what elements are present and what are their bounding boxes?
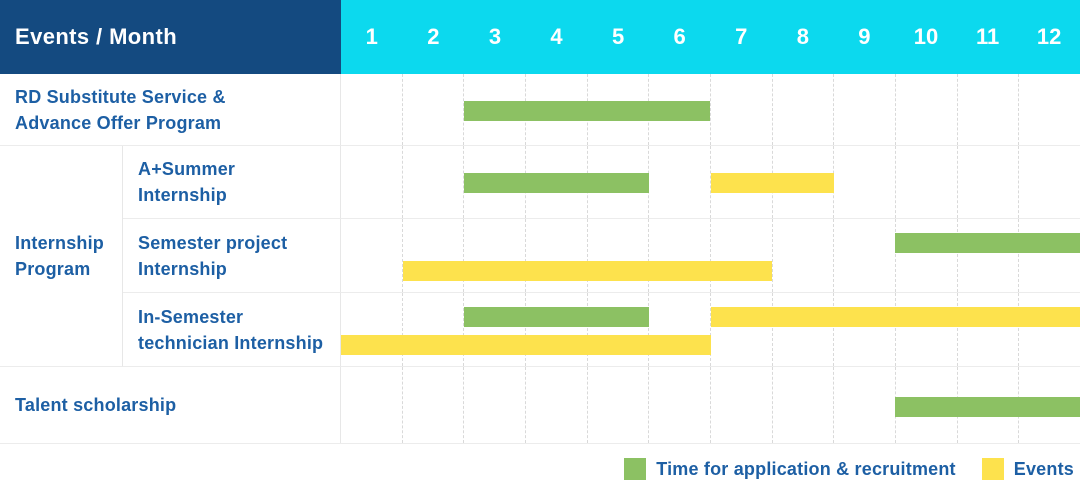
month-header-cell: 4 xyxy=(550,24,563,49)
month-header-cell: 11 xyxy=(975,24,1000,49)
month-grid-cell xyxy=(464,367,527,443)
month-grid-cell xyxy=(834,74,897,145)
month-grid-cell xyxy=(341,367,403,443)
timeline-row-in-semester-technician xyxy=(341,293,1080,367)
month-grid-cell xyxy=(896,219,958,292)
month-grid-cell xyxy=(896,146,958,218)
month-header-cell: 5 xyxy=(611,24,625,49)
month-grid-cell xyxy=(958,74,1020,145)
legend: Time for application & recruitment Event… xyxy=(598,457,1074,481)
month-grid-cell xyxy=(464,219,527,292)
month-grid-cell xyxy=(711,219,773,292)
timeline-row-rd-substitute xyxy=(341,74,1080,146)
month-grid-cell xyxy=(403,74,465,145)
month-grid-cell xyxy=(711,293,773,366)
month-grid-cell xyxy=(1019,146,1080,218)
legend-swatch-yellow-icon xyxy=(981,458,1004,480)
month-grid-cell xyxy=(773,367,835,443)
yellow-bar-months-2-7 xyxy=(402,260,773,281)
month-grid-cell xyxy=(711,367,773,443)
green-bar-months-3-6 xyxy=(464,100,711,121)
yellow-bar-months-7-8 xyxy=(710,173,834,194)
month-gridlines xyxy=(341,219,1080,292)
month-gridlines xyxy=(341,293,1080,366)
month-grid-cell xyxy=(1019,74,1080,145)
month-grid-cell xyxy=(958,146,1020,218)
timeline-row-semester-project xyxy=(341,219,1080,293)
month-grid-cell xyxy=(773,293,835,366)
timeline-row-a-plus-summer xyxy=(341,146,1080,219)
month-grid-cell xyxy=(834,293,897,366)
timeline-row-talent-scholarship xyxy=(341,367,1080,443)
month-grid-cell xyxy=(341,146,403,218)
month-header-cell: 6 xyxy=(673,24,686,49)
legend-label-events: Events xyxy=(1013,458,1074,479)
month-grid-cell xyxy=(526,367,588,443)
month-grid-cell xyxy=(649,367,712,443)
row-label-in-semester-technician: In-Semester technician Internship xyxy=(123,293,341,367)
month-header-cell: 3 xyxy=(488,24,502,49)
month-grid-cell xyxy=(403,367,465,443)
month-gridlines xyxy=(341,74,1080,145)
month-header-cell: 7 xyxy=(735,24,748,49)
month-header-cell: 1 xyxy=(365,24,378,49)
month-grid-cell xyxy=(588,367,650,443)
month-header-cell: 10 xyxy=(913,24,939,49)
corner-header-cell: Events / Month xyxy=(0,0,341,74)
month-grid-cell xyxy=(464,293,527,366)
month-grid-cell xyxy=(834,146,897,218)
group-label-internship-program: Internship Program xyxy=(0,146,123,367)
green-bar-months-10-12 xyxy=(895,232,1080,253)
yellow-bar-months-7-12 xyxy=(710,306,1080,327)
month-grid-cell xyxy=(958,219,1020,292)
month-grid-cell xyxy=(896,74,958,145)
month-header-cell: 9 xyxy=(858,24,871,49)
month-grid-cell xyxy=(341,293,403,366)
month-grid-cell xyxy=(341,74,403,145)
month-grid-cell xyxy=(834,367,897,443)
row-label-talent-scholarship: Talent scholarship xyxy=(0,367,341,443)
month-header-cell: 12 xyxy=(1036,24,1062,49)
month-grid-cell xyxy=(649,219,712,292)
legend-label-recruitment: Time for application & recruitment xyxy=(656,458,956,479)
month-grid-cell xyxy=(526,293,588,366)
month-grid-cell xyxy=(773,146,835,218)
row-label-semester-project: Semester project Internship xyxy=(123,219,341,293)
legend-swatch-green-icon xyxy=(624,458,647,480)
green-bar-months-3-5 xyxy=(464,173,649,194)
month-grid-cell xyxy=(958,293,1020,366)
month-grid-cell xyxy=(403,146,465,218)
month-header-cell: 2 xyxy=(427,24,440,49)
month-header-row: 1 2 3 4 5 6 7 8 9 10 11 12 xyxy=(341,0,1080,74)
month-grid-cell xyxy=(1019,219,1080,292)
row-label-a-plus-summer: A+Summer Internship xyxy=(123,146,341,219)
legend-item-recruitment: Time for application & recruitment xyxy=(624,458,956,480)
green-bar-months-3-5 xyxy=(464,306,649,327)
month-grid-cell xyxy=(834,219,897,292)
month-grid-cell xyxy=(711,74,773,145)
yellow-bar-months-1-6 xyxy=(341,334,711,355)
month-grid-cell xyxy=(896,293,958,366)
legend-item-events: Events xyxy=(981,458,1074,480)
month-grid-cell xyxy=(1019,293,1080,366)
month-grid-cell xyxy=(588,293,650,366)
month-grid-cell xyxy=(341,219,403,292)
month-grid-cell xyxy=(526,219,588,292)
month-grid-cell xyxy=(649,146,712,218)
month-grid-cell xyxy=(588,219,650,292)
month-grid-cell xyxy=(649,293,712,366)
month-grid-cell xyxy=(773,74,835,145)
green-bar-months-10-12 xyxy=(895,396,1080,417)
month-grid-cell xyxy=(773,219,835,292)
month-grid-cell xyxy=(403,293,465,366)
month-header-cell: 8 xyxy=(796,24,809,49)
schedule-gantt-table: Events / Month 1 2 3 4 5 6 7 8 9 10 11 12 RD Substi… xyxy=(0,0,1080,444)
month-grid-cell xyxy=(649,74,712,145)
month-grid-cell xyxy=(403,219,465,292)
row-label-rd-substitute: RD Substitute Service & Advance Offer Pr… xyxy=(0,74,341,146)
